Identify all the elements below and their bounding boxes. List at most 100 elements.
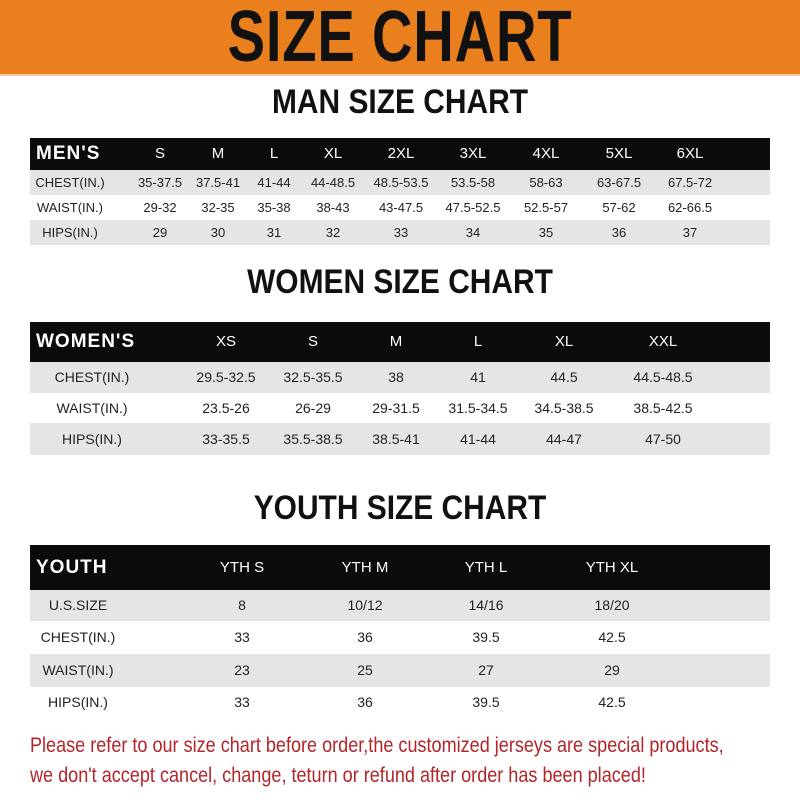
measurement-cell: 63-67.5 <box>596 175 642 190</box>
measurement-cell: 25 <box>357 662 373 678</box>
measurement-cell: 26-29 <box>295 400 331 416</box>
men-section-title: MAN SIZE CHART <box>272 83 528 121</box>
measurement-cell: 38 <box>388 369 404 385</box>
row-label: CHEST(IN.) <box>54 369 130 385</box>
measurement-cell: 41-44 <box>460 431 496 447</box>
row-label: WOMEN'S <box>36 331 136 352</box>
measurement-cell: 35-38 <box>257 200 291 215</box>
size-header: L <box>269 145 279 162</box>
women-section-title: WOMEN SIZE CHART <box>247 263 553 301</box>
size-header: YTH L <box>464 559 508 576</box>
table-header-row: WOMEN'S XS S M L XL XXL <box>30 322 770 362</box>
table-row: HIPS(IN.) 33 36 39.5 42.5 <box>30 687 770 718</box>
measurement-cell: 44-48.5 <box>310 175 356 190</box>
measurement-cell: 53.5-58 <box>450 175 496 190</box>
measurement-cell: 38-43 <box>316 200 350 215</box>
row-label: HIPS(IN.) <box>48 694 108 710</box>
measurement-cell: 35.5-38.5 <box>283 431 343 447</box>
row-label: U.S.SIZE <box>48 597 108 613</box>
size-header: 4XL <box>532 145 560 162</box>
measurement-cell: 29-32 <box>143 200 177 215</box>
size-header: 2XL <box>387 145 415 162</box>
measurement-cell: 29-31.5 <box>372 400 420 416</box>
row-label: YOUTH <box>36 557 108 578</box>
measurement-cell: 42.5 <box>598 629 626 645</box>
measurement-cell: 23.5-26 <box>202 400 250 416</box>
measurement-cell: 31 <box>266 225 282 240</box>
measurement-cell: 39.5 <box>472 629 500 645</box>
table-row: WAIST(IN.) 23 25 27 29 <box>30 654 770 687</box>
measurement-cell: 47-50 <box>645 431 681 447</box>
measurement-cell: 32 <box>325 225 341 240</box>
size-header: 6XL <box>676 145 704 162</box>
measurement-cell: 29 <box>604 662 620 678</box>
size-header: XXL <box>648 333 678 350</box>
youth-size-table: YOUTH YTH S YTH M YTH L YTH XL U.S.SIZE 8 10/12… <box>30 545 770 718</box>
size-header: XL <box>554 333 574 350</box>
size-header: 5XL <box>605 145 633 162</box>
size-header: YTH S <box>219 559 265 576</box>
measurement-cell: 33 <box>393 225 409 240</box>
row-label: WAIST(IN.) <box>42 662 114 678</box>
measurement-cell: 41 <box>470 369 486 385</box>
measurement-cell: 27 <box>478 662 494 678</box>
size-header: XL <box>323 145 343 162</box>
size-header: XS <box>215 333 237 350</box>
table-row: WAIST(IN.) 23.5-26 26-29 29-31.5 31.5-34.5 34… <box>30 393 770 423</box>
measurement-cell: 36 <box>611 225 627 240</box>
measurement-cell: 33 <box>234 629 250 645</box>
measurement-cell: 39.5 <box>472 694 500 710</box>
row-label: HIPS(IN.) <box>42 225 98 240</box>
measurement-cell: 41-44 <box>257 175 291 190</box>
measurement-cell: 58-63 <box>529 175 563 190</box>
table-row: HIPS(IN.) 33-35.5 35.5-38.5 38.5-41 41-44 44-… <box>30 423 770 455</box>
notice-line-2: we don't accept cancel, change, teturn o… <box>30 764 646 787</box>
measurement-cell: 57-62 <box>602 200 636 215</box>
women-size-table: WOMEN'S XS S M L XL XXL CHEST(IN.) 29.5-32.5 32.5… <box>30 322 770 455</box>
measurement-cell: 29.5-32.5 <box>196 369 256 385</box>
measurement-cell: 44.5-48.5 <box>633 369 693 385</box>
size-header: YTH XL <box>585 559 639 576</box>
measurement-cell: 33-35.5 <box>202 431 250 447</box>
row-label: HIPS(IN.) <box>62 431 122 447</box>
measurement-cell: 31.5-34.5 <box>448 400 508 416</box>
measurement-cell: 33 <box>234 694 250 710</box>
size-header: S <box>307 333 319 350</box>
measurement-cell: 43-47.5 <box>378 200 424 215</box>
measurement-cell: 32-35 <box>201 200 235 215</box>
measurement-cell: 42.5 <box>598 694 626 710</box>
measurement-cell: 34 <box>465 225 481 240</box>
row-label: WAIST(IN.) <box>56 400 128 416</box>
table-row: CHEST(IN.) 35-37.5 37.5-41 41-44 44-48.5 48.5… <box>30 170 770 195</box>
row-label: MEN'S <box>36 143 101 164</box>
size-header: M <box>211 145 225 162</box>
table-row: U.S.SIZE 8 10/12 14/16 18/20 <box>30 590 770 621</box>
measurement-cell: 38.5-42.5 <box>633 400 693 416</box>
men-size-table: MEN'S S M L XL 2XL 3XL 4XL 5XL 6XL CHEST(IN.) 35-37… <box>30 138 770 245</box>
size-header: L <box>473 333 483 350</box>
measurement-cell: 52.5-57 <box>523 200 569 215</box>
table-row: WAIST(IN.) 29-32 32-35 35-38 38-43 43-47.5 47.… <box>30 195 770 220</box>
measurement-cell: 14/16 <box>468 597 504 613</box>
measurement-cell: 18/20 <box>594 597 630 613</box>
measurement-cell: 23 <box>234 662 250 678</box>
size-header: M <box>389 333 403 350</box>
measurement-cell: 36 <box>357 629 373 645</box>
measurement-cell: 37.5-41 <box>195 175 241 190</box>
measurement-cell: 10/12 <box>347 597 383 613</box>
title-banner: SIZE CHART <box>0 0 800 77</box>
row-label: WAIST(IN.) <box>37 200 103 215</box>
measurement-cell: 37 <box>682 225 698 240</box>
youth-section-title: YOUTH SIZE CHART <box>253 489 547 527</box>
size-header: 3XL <box>459 145 487 162</box>
measurement-cell: 32.5-35.5 <box>283 369 343 385</box>
measurement-cell: 34.5-38.5 <box>534 400 594 416</box>
measurement-cell: 44-47 <box>546 431 582 447</box>
measurement-cell: 44.5 <box>550 369 578 385</box>
table-row: HIPS(IN.) 29 30 31 32 33 34 35 36 37 <box>30 220 770 245</box>
measurement-cell: 67.5-72 <box>667 175 713 190</box>
row-label: CHEST(IN.) <box>40 629 116 645</box>
table-header-row: MEN'S S M L XL 2XL 3XL 4XL 5XL 6XL <box>30 138 770 170</box>
measurement-cell: 36 <box>357 694 373 710</box>
